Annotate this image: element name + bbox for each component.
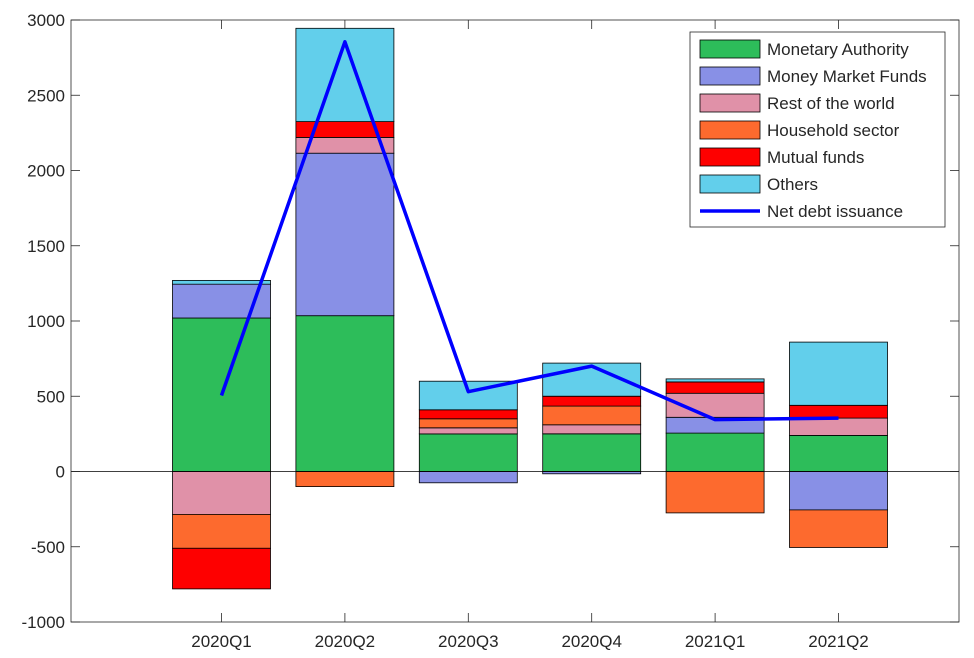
bar-segment xyxy=(172,547,271,590)
legend-swatch xyxy=(699,93,761,113)
x-tick-label: 2021Q2 xyxy=(808,632,869,651)
bar-segment xyxy=(789,341,888,406)
bars-layer xyxy=(172,27,888,590)
legend-label: Money Market Funds xyxy=(767,67,927,86)
legend: Monetary Authority Money Market Funds Rest… xyxy=(689,31,946,228)
bar-segment xyxy=(295,471,395,488)
bar-segment xyxy=(789,417,888,436)
legend-swatch xyxy=(699,174,761,194)
legend-label: Mutual funds xyxy=(767,148,864,167)
y-tick-label: 3000 xyxy=(27,11,65,30)
bar-segment xyxy=(172,514,271,549)
y-tick-label: 2500 xyxy=(27,86,65,105)
bar-segment xyxy=(295,315,395,472)
y-tick-label: 0 xyxy=(56,463,65,482)
net-debt-issuance-line xyxy=(219,40,839,422)
bar-segment xyxy=(789,434,888,472)
axes-layer: -1000 -500 0 500 1000 1500 2000 2500 3000 2020Q1 2… xyxy=(22,11,960,651)
y-tick-label: 1000 xyxy=(27,312,65,331)
x-tick-label: 2020Q2 xyxy=(315,632,376,651)
legend-label: Others xyxy=(767,175,818,194)
bar-segment xyxy=(665,471,765,514)
bar-segment xyxy=(418,471,518,484)
bar-segment xyxy=(418,433,518,472)
bar-segment xyxy=(789,404,888,419)
bar-segment xyxy=(665,432,765,472)
legend-label: Monetary Authority xyxy=(767,40,909,59)
x-tick-label: 2020Q3 xyxy=(438,632,499,651)
bar-segment xyxy=(542,405,642,426)
legend-swatch xyxy=(699,120,761,140)
bar-segment xyxy=(542,433,642,472)
y-tick-label: -500 xyxy=(31,538,65,557)
legend-swatch xyxy=(699,147,761,167)
y-tick-label: -1000 xyxy=(22,613,65,632)
legend-label: Net debt issuance xyxy=(767,202,903,221)
x-tick-label: 2021Q1 xyxy=(685,632,746,651)
bar-segment xyxy=(542,395,642,407)
bar-segment xyxy=(418,418,518,429)
x-tick-label: 2020Q1 xyxy=(191,632,252,651)
bar-segment xyxy=(295,152,395,317)
bar-segment xyxy=(418,409,518,420)
bar-segment xyxy=(172,471,271,515)
bar-segment xyxy=(665,378,765,383)
legend-label: Household sector xyxy=(767,121,900,140)
bar-segment xyxy=(418,427,518,435)
legend-label: Rest of the world xyxy=(767,94,895,113)
legend-swatch xyxy=(699,66,761,86)
bar-segment xyxy=(789,509,888,548)
y-tick-label: 2000 xyxy=(27,162,65,181)
legend-swatch xyxy=(699,39,761,59)
y-tick-label: 1500 xyxy=(27,237,65,256)
bar-segment xyxy=(542,424,642,435)
bar-segment xyxy=(172,279,271,285)
bar-segment xyxy=(665,381,765,394)
bar-segment xyxy=(789,471,888,511)
net-line-layer xyxy=(219,40,839,422)
y-tick-label: 500 xyxy=(37,387,65,406)
x-tick-label: 2020Q4 xyxy=(561,632,622,651)
